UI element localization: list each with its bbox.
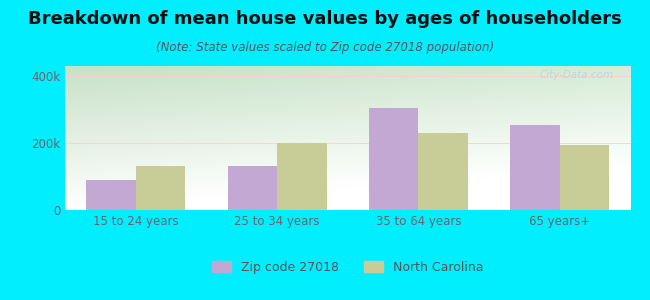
Text: Breakdown of mean house values by ages of householders: Breakdown of mean house values by ages o… xyxy=(28,11,622,28)
Text: (Note: State values scaled to Zip code 27018 population): (Note: State values scaled to Zip code 2… xyxy=(156,40,494,53)
Bar xyxy=(136,167,185,210)
Bar xyxy=(419,133,468,210)
Bar xyxy=(560,145,609,210)
Text: City-Data.com: City-Data.com xyxy=(540,70,614,80)
Legend: Zip code 27018, North Carolina: Zip code 27018, North Carolina xyxy=(207,256,488,279)
Bar xyxy=(227,167,277,210)
Bar xyxy=(510,124,560,210)
Bar xyxy=(369,108,419,210)
Bar xyxy=(86,180,136,210)
Bar xyxy=(277,143,326,210)
